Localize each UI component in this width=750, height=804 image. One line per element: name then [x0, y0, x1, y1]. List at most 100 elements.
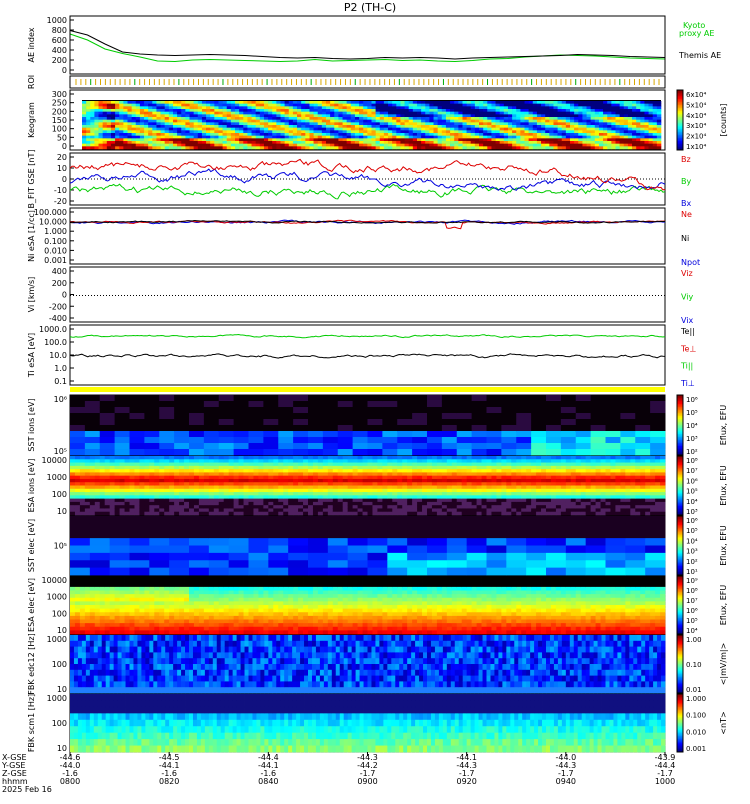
- keogram-cell: [400, 125, 404, 128]
- keogram-cell: [508, 133, 512, 136]
- keogram-cell: [367, 106, 371, 109]
- keogram-cell: [318, 144, 322, 147]
- keogram-cell: [181, 109, 185, 112]
- keogram-cell: [384, 117, 388, 120]
- keogram-cell: [177, 117, 181, 120]
- esa-ions-cell: [214, 495, 219, 499]
- sst-ions-cell: [546, 437, 561, 443]
- esa-ions-cell: [263, 505, 268, 509]
- keogram-cell: [338, 112, 342, 115]
- keogram-cell: [632, 128, 636, 131]
- keogram-cell: [429, 133, 433, 136]
- keogram-cell: [500, 128, 504, 131]
- keogram-cell: [132, 101, 136, 104]
- esa-ions-cell: [115, 495, 120, 499]
- esa-ions-cell: [521, 456, 526, 460]
- keogram-cell: [190, 128, 194, 131]
- keogram-cell: [190, 106, 194, 109]
- keogram-cell: [587, 114, 591, 117]
- esa-ions-cell: [343, 499, 348, 503]
- keogram-cell: [616, 144, 620, 147]
- esa-ions-cell: [506, 505, 511, 509]
- keogram-cell: [297, 104, 301, 107]
- keogram-cell: [260, 114, 264, 117]
- keogram-cell: [570, 125, 574, 128]
- sst-ions-cell: [338, 431, 353, 437]
- esa-ions-cell: [298, 508, 303, 512]
- esa-ions-cell: [115, 479, 120, 483]
- sst-ions-cell: [487, 431, 502, 437]
- sst-ions-cell: [234, 431, 249, 437]
- esa-ions-cell: [139, 469, 144, 473]
- esa-ions-cell: [214, 508, 219, 512]
- esa-ions-cell: [130, 456, 135, 460]
- esa-ions-cell: [115, 466, 120, 470]
- keogram-cell: [194, 104, 198, 107]
- keogram-cell: [330, 141, 334, 144]
- keogram-cell: [599, 104, 603, 107]
- keogram-cell: [136, 104, 140, 107]
- keogram-cell: [198, 122, 202, 125]
- esa-ions-cell: [526, 499, 531, 503]
- keogram-cell: [156, 146, 160, 149]
- esa-ions-cell: [90, 502, 95, 506]
- keogram-cell: [103, 109, 107, 112]
- esa-ions-cell: [397, 469, 402, 473]
- esa-ions-cell: [333, 505, 338, 509]
- esa-ions-cell: [496, 466, 501, 470]
- esa-ions-cell: [358, 505, 363, 509]
- esa-ions-cell: [95, 482, 100, 486]
- sst-ions-cell: [576, 449, 591, 455]
- keogram-cell: [347, 122, 351, 125]
- keogram-cell: [301, 104, 305, 107]
- esa-ions-cell: [491, 505, 496, 509]
- ae-series-line: [70, 34, 665, 62]
- keogram-cell: [276, 133, 280, 136]
- esa-ions-cell: [487, 489, 492, 493]
- esa-ions-cell: [283, 476, 288, 480]
- esa-ions-cell: [387, 479, 392, 483]
- esa-ions-cell: [174, 499, 179, 503]
- keogram-cell: [322, 101, 326, 104]
- esa-ions-cell: [462, 469, 467, 473]
- keogram-cell: [392, 128, 396, 131]
- keogram-cell: [202, 144, 206, 147]
- esa-ions-cell: [501, 479, 506, 483]
- keogram-cell: [363, 112, 367, 115]
- keogram-cell: [355, 125, 359, 128]
- esa-ions-cell: [343, 466, 348, 470]
- esa-ions-cell: [427, 495, 432, 499]
- keogram-cell: [578, 141, 582, 144]
- keogram-cell: [82, 114, 86, 117]
- keogram-cell: [260, 120, 264, 123]
- keogram-cell: [322, 120, 326, 123]
- esa-ions-cell: [159, 489, 164, 493]
- sst-ions-cell: [397, 431, 412, 437]
- velocity-ytick-label: -400: [49, 314, 67, 323]
- esa-ions-cell: [353, 492, 358, 496]
- keogram-cell: [247, 114, 251, 117]
- keogram-cell: [380, 101, 384, 104]
- keogram-cell: [322, 146, 326, 149]
- sst-ions-cell: [635, 413, 650, 419]
- keogram-cell: [425, 109, 429, 112]
- ae-ytick-label: 200: [52, 56, 67, 65]
- esa-ions-cell: [139, 502, 144, 506]
- esa-ions-cell: [253, 463, 258, 467]
- esa-ions-cell: [397, 489, 402, 493]
- keogram-cell: [119, 104, 123, 107]
- esa-ions-cell: [293, 463, 298, 467]
- keogram-cell: [425, 133, 429, 136]
- esa-ions-cell: [75, 502, 80, 506]
- esa-ions-cell: [313, 482, 318, 486]
- esa-ions-cell: [402, 472, 407, 476]
- keogram-cell: [396, 128, 400, 131]
- keogram-cell: [392, 122, 396, 125]
- keogram-cell: [504, 130, 508, 133]
- sst-ions-cell: [397, 413, 412, 419]
- keogram-cell: [268, 130, 272, 133]
- esa-ions-cell: [397, 476, 402, 480]
- keogram-cell: [190, 130, 194, 133]
- keogram-cell: [173, 101, 177, 104]
- keogram-cell: [322, 122, 326, 125]
